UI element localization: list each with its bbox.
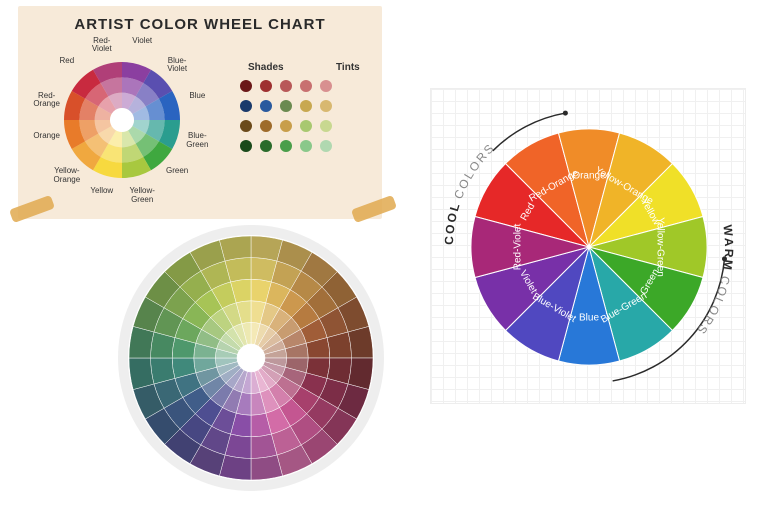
swatch	[260, 140, 272, 152]
swatch	[260, 80, 272, 92]
swatch	[320, 140, 332, 152]
swatch	[280, 140, 292, 152]
svg-text:WARM: WARM	[720, 224, 736, 273]
swatch	[320, 80, 332, 92]
wheel1-segment-label: Blue- Green	[177, 132, 217, 149]
swatch	[300, 140, 312, 152]
swatch	[300, 120, 312, 132]
swatch	[280, 120, 292, 132]
wheel1-segment-label: Green	[157, 167, 197, 175]
cool-warm-wheel-panel: COOL COLORS WARM COLORS RedRed-OrangeOra…	[430, 88, 746, 404]
swatch	[280, 100, 292, 112]
tints-label: Tints	[336, 62, 360, 73]
swatch	[280, 80, 292, 92]
wheel1-segment-label: Red	[47, 57, 87, 65]
wheel1-segment-label: Red- Violet	[82, 37, 122, 54]
wheel1-segment-label: Yellow- Green	[122, 187, 162, 204]
wheel1-segment-label: Yellow- Orange	[47, 167, 87, 184]
wheel3-segment-label: Red-Violet	[513, 224, 524, 271]
panel1-title: ARTIST COLOR WHEEL CHART	[18, 6, 382, 33]
swatch	[260, 100, 272, 112]
shades-label: Shades	[248, 62, 284, 73]
swatch	[240, 80, 252, 92]
swatch	[300, 100, 312, 112]
wheel1-segment-label: Red- Orange	[27, 92, 67, 109]
wheel3-segment-label: Yellow-Green	[654, 217, 665, 277]
swatch	[320, 100, 332, 112]
wheel1-segment-label: Violet	[122, 37, 162, 45]
swatch	[300, 80, 312, 92]
brush-stroke-icon	[9, 195, 55, 223]
artist-color-wheel-panel: ARTIST COLOR WHEEL CHART Violet Blue- Vio…	[18, 6, 382, 219]
swatch	[240, 120, 252, 132]
wheel1-segment-label: Blue	[177, 92, 217, 100]
wheel1-segment-label: Orange	[27, 132, 67, 140]
swatch	[260, 120, 272, 132]
watercolor-wheel-panel	[118, 225, 384, 491]
wheel3-segment-label: Blue	[579, 312, 599, 323]
swatch	[320, 120, 332, 132]
swatch	[240, 140, 252, 152]
panel1-wheel	[64, 62, 180, 178]
wheel1-segment-label: Blue- Violet	[157, 57, 197, 74]
swatch	[240, 100, 252, 112]
wheel1-segment-label: Yellow	[82, 187, 122, 195]
panel3-wheel: RedRed-OrangeOrangeYellow-OrangeYellowYe…	[469, 127, 709, 367]
brush-stroke-icon	[351, 195, 397, 223]
svg-text:COOL: COOL	[442, 200, 463, 245]
